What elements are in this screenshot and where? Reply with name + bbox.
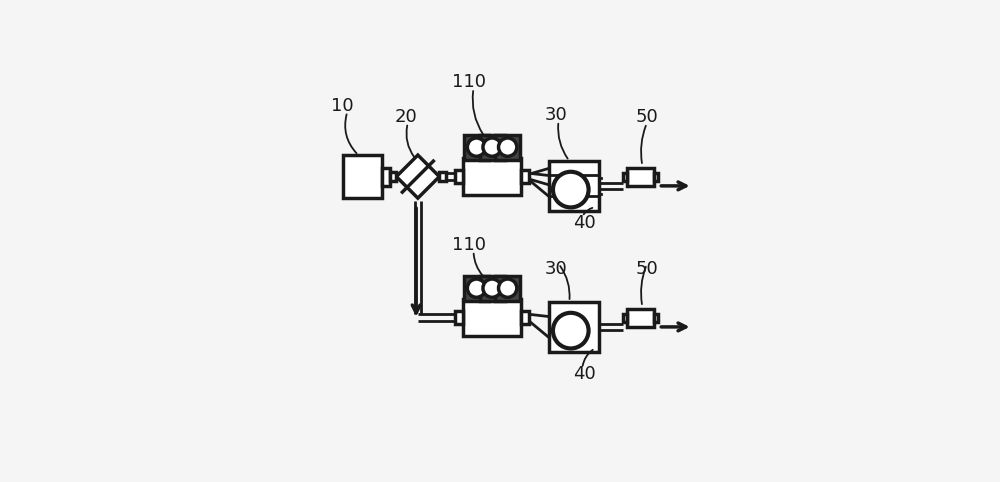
- Bar: [521, 311, 529, 324]
- Circle shape: [467, 279, 486, 297]
- Bar: [455, 170, 463, 183]
- Bar: [549, 161, 599, 211]
- Bar: [549, 302, 599, 352]
- Bar: [627, 168, 654, 186]
- Text: 30: 30: [545, 107, 567, 124]
- Bar: [480, 276, 505, 301]
- Circle shape: [499, 138, 517, 156]
- Polygon shape: [396, 155, 439, 198]
- Bar: [627, 309, 654, 326]
- Bar: [463, 299, 521, 336]
- Circle shape: [483, 138, 501, 156]
- Bar: [464, 276, 489, 301]
- Text: 50: 50: [635, 260, 658, 279]
- Circle shape: [483, 279, 501, 297]
- Bar: [382, 168, 390, 186]
- Text: 110: 110: [452, 236, 486, 254]
- Bar: [521, 170, 529, 183]
- Bar: [390, 172, 396, 181]
- Bar: [654, 314, 658, 321]
- Bar: [439, 172, 446, 181]
- Bar: [480, 134, 505, 160]
- Bar: [654, 173, 658, 181]
- Bar: [464, 134, 489, 160]
- Bar: [623, 173, 627, 181]
- Circle shape: [553, 313, 589, 348]
- Text: 20: 20: [395, 108, 417, 126]
- Text: 110: 110: [452, 73, 486, 91]
- Text: 50: 50: [635, 108, 658, 126]
- Circle shape: [467, 138, 486, 156]
- Bar: [495, 276, 520, 301]
- Circle shape: [499, 279, 517, 297]
- Text: 10: 10: [331, 97, 354, 115]
- Text: 40: 40: [573, 365, 596, 383]
- Bar: [495, 134, 520, 160]
- Circle shape: [553, 172, 589, 207]
- Text: 30: 30: [545, 260, 567, 279]
- Bar: [343, 155, 382, 198]
- Bar: [623, 314, 627, 321]
- Bar: [455, 311, 463, 324]
- Text: 40: 40: [573, 214, 596, 232]
- Bar: [463, 158, 521, 195]
